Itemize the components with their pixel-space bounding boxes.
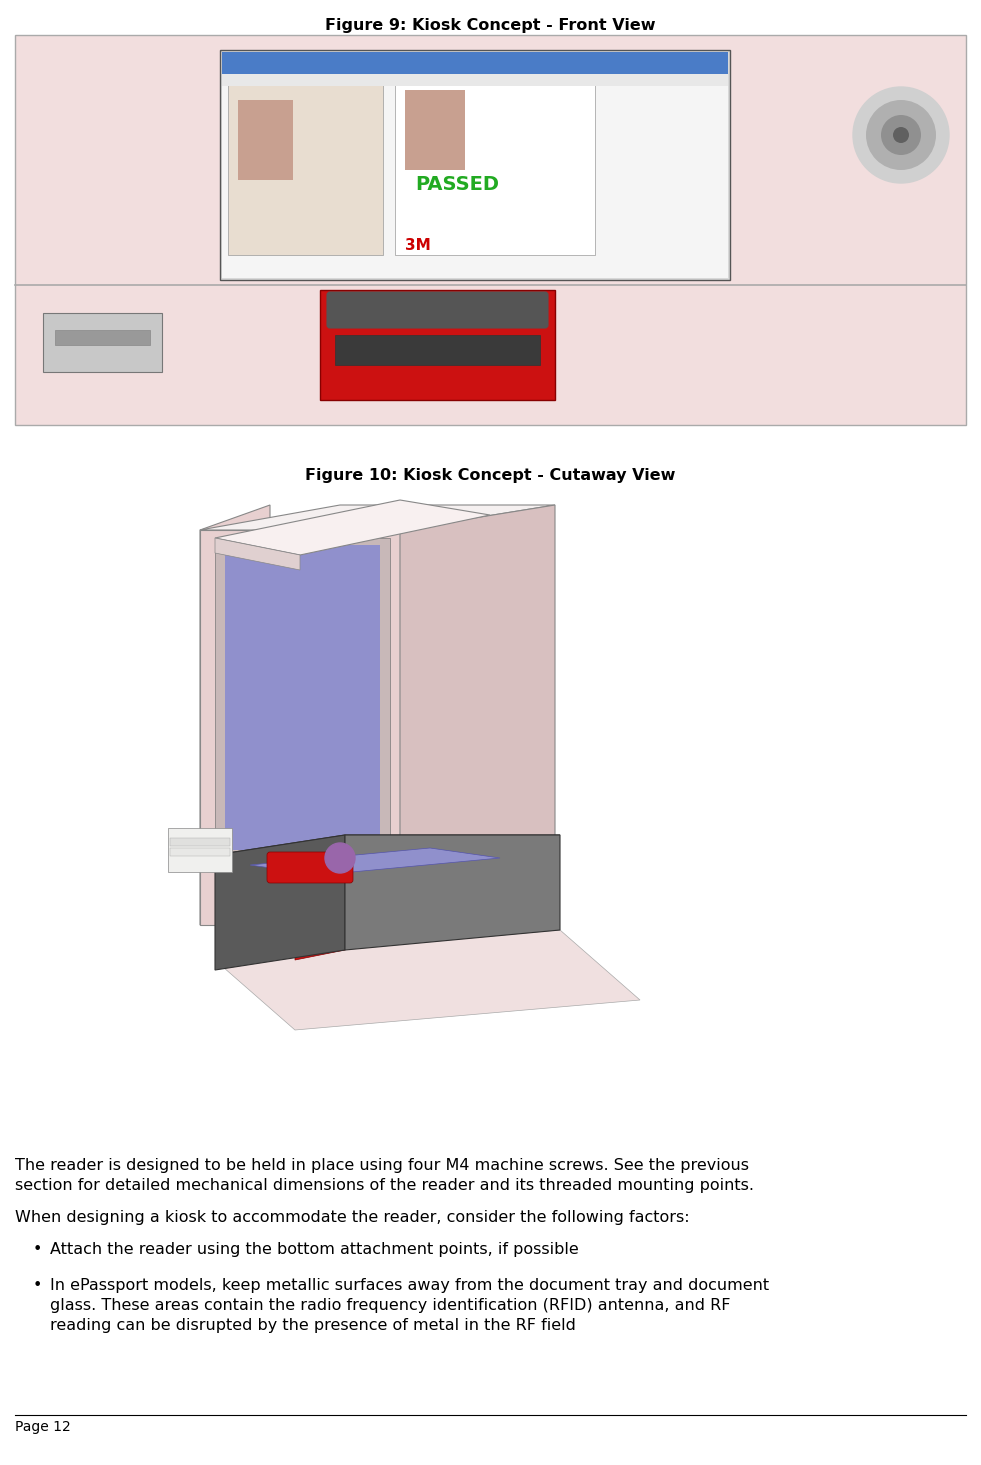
- Circle shape: [853, 86, 949, 183]
- FancyBboxPatch shape: [405, 89, 465, 170]
- FancyBboxPatch shape: [55, 330, 150, 344]
- Polygon shape: [345, 835, 560, 949]
- Polygon shape: [225, 545, 380, 850]
- Text: PASSED: PASSED: [415, 176, 499, 195]
- Text: 3M: 3M: [405, 237, 431, 252]
- Polygon shape: [250, 848, 500, 875]
- FancyBboxPatch shape: [267, 853, 353, 883]
- Polygon shape: [400, 505, 555, 924]
- Text: glass. These areas contain the radio frequency identification (RFID) antenna, an: glass. These areas contain the radio fre…: [50, 1298, 731, 1313]
- Circle shape: [325, 842, 355, 873]
- FancyBboxPatch shape: [335, 335, 540, 365]
- FancyBboxPatch shape: [222, 75, 728, 278]
- Polygon shape: [215, 835, 345, 970]
- Text: reading can be disrupted by the presence of metal in the RF field: reading can be disrupted by the presence…: [50, 1318, 576, 1333]
- Text: In ePassport models, keep metallic surfaces away from the document tray and docu: In ePassport models, keep metallic surfa…: [50, 1277, 769, 1294]
- Polygon shape: [225, 545, 380, 850]
- Polygon shape: [215, 835, 560, 856]
- FancyBboxPatch shape: [222, 75, 728, 86]
- FancyBboxPatch shape: [168, 828, 232, 872]
- Polygon shape: [200, 505, 270, 924]
- FancyBboxPatch shape: [228, 85, 383, 255]
- FancyBboxPatch shape: [222, 51, 728, 75]
- Text: Page 12: Page 12: [15, 1420, 71, 1434]
- FancyBboxPatch shape: [170, 848, 230, 856]
- FancyBboxPatch shape: [43, 314, 162, 372]
- Text: Attach the reader using the bottom attachment points, if possible: Attach the reader using the bottom attac…: [50, 1242, 579, 1257]
- Polygon shape: [215, 538, 300, 570]
- Polygon shape: [200, 505, 555, 530]
- FancyBboxPatch shape: [238, 100, 293, 180]
- Text: Figure 9: Kiosk Concept - Front View: Figure 9: Kiosk Concept - Front View: [326, 18, 655, 34]
- Polygon shape: [295, 861, 345, 960]
- FancyBboxPatch shape: [220, 50, 730, 280]
- Circle shape: [881, 114, 921, 155]
- FancyBboxPatch shape: [327, 292, 548, 328]
- Text: Figure 10: Kiosk Concept - Cutaway View: Figure 10: Kiosk Concept - Cutaway View: [305, 467, 676, 483]
- Polygon shape: [215, 538, 390, 858]
- Polygon shape: [200, 530, 400, 924]
- Text: •: •: [33, 1242, 42, 1257]
- Polygon shape: [215, 500, 490, 555]
- FancyBboxPatch shape: [320, 290, 555, 400]
- Circle shape: [866, 100, 936, 170]
- FancyBboxPatch shape: [15, 35, 966, 425]
- Text: •: •: [33, 1277, 42, 1294]
- FancyBboxPatch shape: [395, 81, 595, 255]
- Text: The reader is designed to be held in place using four M4 machine screws. See the: The reader is designed to be held in pla…: [15, 1157, 749, 1173]
- FancyBboxPatch shape: [170, 838, 230, 845]
- Circle shape: [893, 127, 909, 144]
- Text: section for detailed mechanical dimensions of the reader and its threaded mounti: section for detailed mechanical dimensio…: [15, 1178, 754, 1193]
- Polygon shape: [215, 930, 640, 1030]
- Text: When designing a kiosk to accommodate the reader, consider the following factors: When designing a kiosk to accommodate th…: [15, 1210, 690, 1225]
